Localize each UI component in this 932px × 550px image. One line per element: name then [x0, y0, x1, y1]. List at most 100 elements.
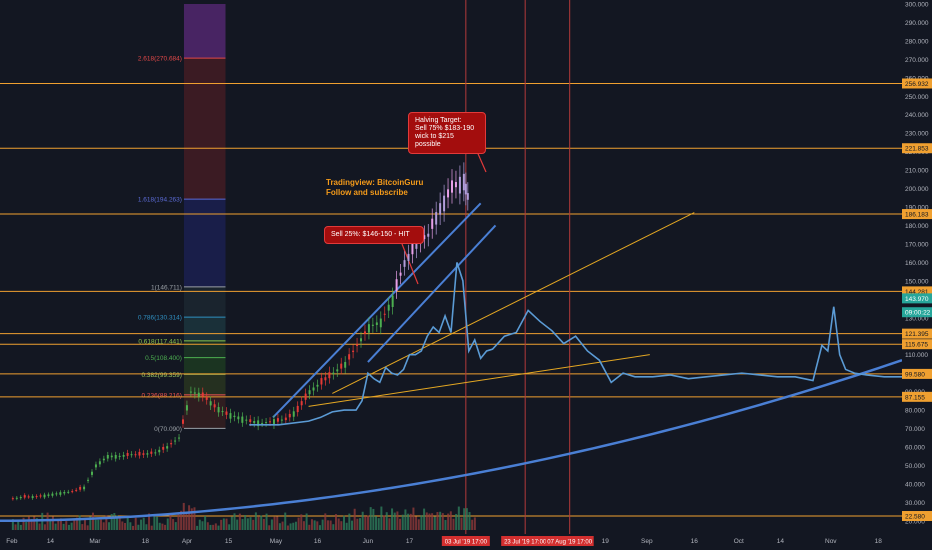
volume-bar	[182, 502, 185, 530]
candle-body	[462, 173, 465, 191]
price-tick-label: 80.000	[905, 408, 925, 415]
price-tick-label: 300.000	[905, 2, 929, 9]
candle-body	[439, 203, 442, 215]
candle-body	[464, 183, 467, 195]
volume-bar	[67, 524, 70, 530]
candle-body	[106, 454, 109, 459]
volume-bar	[201, 521, 204, 530]
candle-body	[261, 422, 264, 424]
candle-body	[225, 411, 228, 415]
candle-body	[360, 338, 363, 342]
candle-body	[71, 491, 74, 493]
price-line	[249, 262, 902, 426]
promo-line-1: Tradingview: BitcoinGuru	[326, 178, 424, 187]
candle-body	[237, 416, 240, 420]
candle-body	[154, 452, 157, 454]
volume-bar	[116, 515, 119, 530]
candle-body	[241, 416, 244, 423]
fib-label: 0.618(117.441)	[138, 338, 182, 345]
volume-bar	[222, 518, 225, 530]
price-tick-label: 110.000	[905, 352, 928, 359]
candle-body	[379, 318, 382, 328]
volume-bar	[51, 516, 54, 530]
level-price-tag	[902, 511, 932, 522]
volume-bar	[172, 519, 175, 530]
candle-body	[229, 413, 232, 419]
price-axis[interactable]: 20.000 30.000 40.000 50.000 60.000 70.000 80.0…	[902, 0, 932, 550]
candle-body	[371, 324, 374, 326]
volume-bar	[452, 518, 455, 530]
volume-bar	[377, 518, 380, 530]
fib-label: 1(146.711)	[151, 284, 182, 291]
fib-label: 0(70.090)	[154, 426, 182, 433]
volume-bar	[89, 516, 92, 530]
volume-bar	[174, 522, 177, 530]
candle-body	[79, 486, 82, 490]
volume-bar	[260, 515, 263, 530]
candle-body	[213, 404, 216, 408]
price-tick-label: 270.000	[905, 57, 929, 64]
volume-bar	[99, 519, 102, 530]
volume-bar	[439, 511, 442, 530]
candle-body	[221, 411, 224, 413]
candle-body	[336, 369, 339, 372]
candle-body	[415, 241, 418, 249]
halving-target-callout[interactable]: Halving Target: Sell 75% $183-190 wick t…	[408, 112, 486, 154]
volume-bar	[108, 522, 111, 530]
volume-bar	[380, 506, 383, 530]
volume-bar	[75, 517, 78, 530]
time-axis[interactable]: Feb 14 Mar 18 Apr 15 May 16 Jun 17 19 Sep 16 Oct 14 Nov…	[0, 534, 932, 550]
candle-body	[39, 495, 42, 497]
candle-body	[443, 195, 446, 212]
candle-body	[352, 350, 355, 353]
volume-bar	[407, 513, 410, 530]
candle-body	[217, 407, 220, 413]
candle-body	[458, 176, 461, 194]
volume-bar	[209, 524, 212, 530]
candle-body	[427, 233, 430, 237]
volume-bar	[321, 519, 324, 530]
candle-body	[316, 384, 319, 387]
candle-body	[174, 440, 177, 442]
level-price-label: 256.932	[905, 81, 929, 88]
price-tick-label: 50.000	[905, 463, 925, 470]
volume-bar	[286, 525, 289, 530]
volume-bar	[342, 515, 345, 530]
volume-bar	[367, 515, 370, 530]
time-tick-label: Sep	[641, 538, 653, 545]
candle-body	[423, 235, 426, 240]
volume-bar	[212, 524, 215, 530]
volume-bar	[359, 518, 362, 530]
candle-body	[118, 455, 121, 457]
trend-line	[272, 202, 482, 419]
volume-bar	[273, 516, 276, 530]
volume-bar	[268, 525, 271, 530]
time-tick-label: Mar	[89, 538, 101, 545]
sell-25-callout[interactable]: Sell 25%: $146-150 - HIT	[324, 226, 424, 244]
volume-bar	[150, 525, 153, 530]
time-tick-label: 16	[314, 538, 322, 545]
price-tick-label: 160.000	[905, 260, 929, 267]
fib-band	[183, 4, 226, 59]
candle-body	[391, 295, 394, 307]
candle-body	[284, 417, 287, 421]
candle-body	[193, 392, 196, 394]
time-tick-label: Jun	[363, 538, 374, 545]
volume-bar	[105, 515, 108, 530]
volume-bar	[193, 507, 196, 530]
candle-body	[320, 378, 323, 385]
candle-body	[181, 419, 184, 424]
volume-bar	[353, 508, 356, 530]
volume-bar	[308, 524, 311, 530]
candle-body	[399, 272, 402, 276]
price-tick-label: 290.000	[905, 20, 929, 27]
candle-body	[348, 354, 351, 360]
price-tick-label: 180.000	[905, 223, 929, 230]
candle-body	[59, 492, 62, 495]
volume-bar	[348, 513, 351, 530]
volume-bar	[436, 512, 439, 530]
candle-body	[146, 453, 149, 455]
volume-bar	[220, 519, 223, 530]
candle-body	[110, 455, 113, 458]
